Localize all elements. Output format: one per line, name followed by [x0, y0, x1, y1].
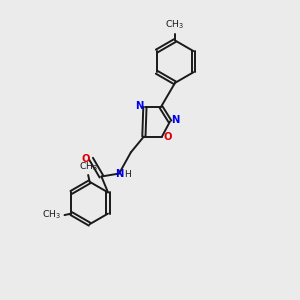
Text: H: H: [124, 169, 131, 178]
Text: O: O: [164, 132, 172, 142]
Text: CH$_3$: CH$_3$: [79, 160, 98, 173]
Text: N: N: [171, 115, 180, 125]
Text: N: N: [115, 169, 123, 178]
Text: N: N: [135, 101, 143, 111]
Text: CH$_3$: CH$_3$: [166, 19, 184, 31]
Text: O: O: [82, 154, 90, 164]
Text: CH$_3$: CH$_3$: [42, 209, 61, 221]
